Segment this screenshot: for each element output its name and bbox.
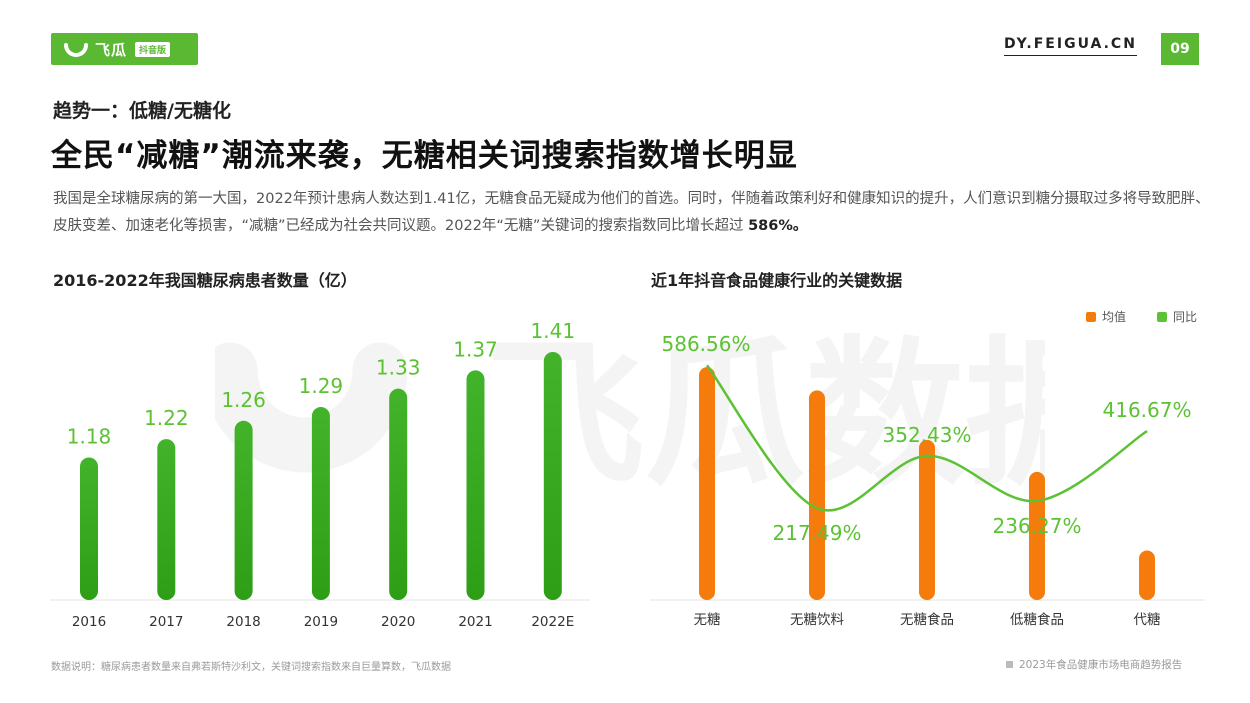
chart-title-keywords: 近1年抖音食品健康行业的关键数据 [651, 271, 903, 290]
x-tick-label: 2021 [458, 614, 492, 630]
report-name-text: 2023年食品健康市场电商趋势报告 [1019, 659, 1183, 671]
intro-text: 我国是全球糖尿病的第一大国，2022年预计患病人数达到1.41亿，无糖食品无疑成… [53, 191, 1210, 234]
site-url[interactable]: DY.FEIGUA.CN [1004, 36, 1137, 56]
bar-低糖食品 [1029, 471, 1045, 600]
bar-value-label: 1.37 [453, 337, 498, 361]
logo-icon [64, 43, 88, 57]
x-tick-label: 2016 [72, 614, 106, 630]
bar-无糖饮料 [809, 390, 825, 600]
intro-paragraph: 我国是全球糖尿病的第一大国，2022年预计患病人数达到1.41亿，无糖食品无疑成… [53, 186, 1213, 240]
report-name: 2023年食品健康市场电商趋势报告 [1006, 657, 1182, 672]
x-tick-label: 无糖 [694, 612, 721, 628]
yoy-value-label: 217.49% [773, 521, 862, 545]
legend-label-avg: 均值 [1102, 309, 1126, 324]
yoy-value-label: 586.56% [662, 332, 751, 356]
x-tick-label: 2018 [226, 614, 260, 630]
bar-代糖 [1139, 550, 1155, 600]
x-tick-label: 无糖饮料 [790, 612, 844, 628]
logo-text: 飞瓜 [95, 40, 128, 59]
bar-value-label: 1.26 [221, 388, 266, 412]
bar-value-label: 1.41 [531, 319, 576, 343]
page-title: 全民“减糖”潮流来袭，无糖相关词搜索指数增长明显 [51, 138, 798, 174]
chart-title-patients: 2016-2022年我国糖尿病患者数量（亿） [53, 271, 357, 290]
page-number: 09 [1161, 33, 1199, 65]
yoy-line [706, 364, 1148, 512]
bar-无糖食品 [919, 439, 935, 600]
square-icon [1006, 661, 1013, 668]
bar-无糖 [699, 367, 715, 600]
yoy-value-label: 352.43% [883, 423, 972, 447]
bar-2019 [311, 407, 330, 600]
x-tick-label: 无糖食品 [900, 611, 954, 628]
bar-2017 [157, 439, 176, 600]
bar-2022E [543, 352, 562, 600]
x-tick-label: 2020 [381, 614, 415, 630]
x-tick-label: 2019 [304, 614, 338, 630]
yoy-value-label: 236.27% [993, 514, 1082, 538]
legend-swatch-yoy [1157, 312, 1167, 322]
logo-badge: 抖音版 [135, 41, 171, 57]
x-tick-label: 2022E [531, 614, 574, 630]
legend-swatch-avg [1086, 312, 1096, 322]
section-kicker: 趋势一：低糖/无糖化 [53, 100, 231, 122]
data-source-note: 数据说明：糖尿病患者数量来自弗若斯特沙利文，关键词搜索指数来自巨量算数，飞瓜数据 [51, 662, 451, 673]
bar-2021 [466, 370, 485, 600]
patients-bar-chart: 1.18 2016 1.22 2017 1.26 2018 1.29 2019 1.33 2020… [50, 319, 590, 630]
bar-value-label: 1.33 [376, 356, 421, 380]
bar-value-label: 1.18 [67, 424, 112, 448]
yoy-value-label: 416.67% [1103, 398, 1192, 422]
bar-2020 [389, 388, 408, 600]
x-tick-label: 代糖 [1134, 612, 1161, 628]
bar-value-label: 1.22 [144, 406, 189, 430]
x-tick-label: 低糖食品 [1010, 611, 1064, 628]
bar-2016 [80, 457, 98, 600]
bar-value-label: 1.29 [299, 374, 344, 398]
x-tick-label: 2017 [149, 614, 183, 630]
legend-label-yoy: 同比 [1173, 310, 1197, 324]
bar-2018 [234, 420, 253, 600]
brand-logo: 飞瓜 抖音版 [51, 33, 198, 65]
intro-highlight: 586%。 [748, 218, 808, 234]
